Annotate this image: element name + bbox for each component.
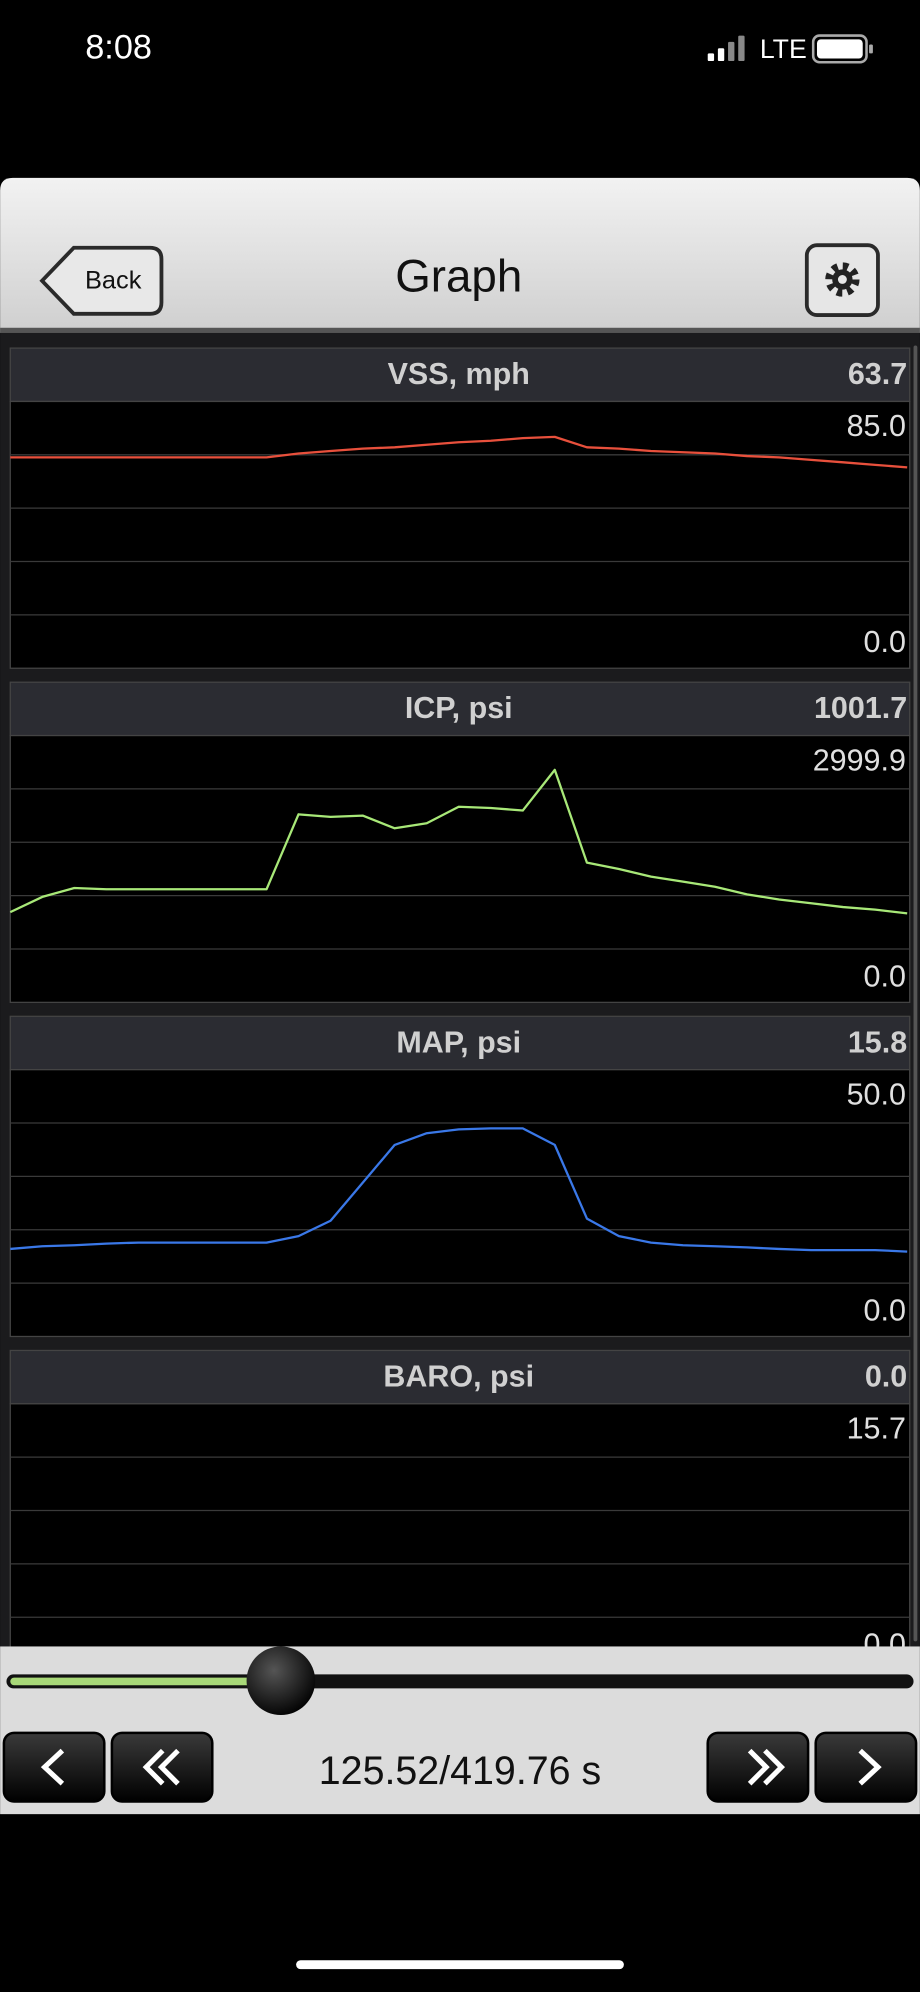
graph-plot — [9, 400, 911, 669]
y-tick-label: 0.0 — [864, 1293, 906, 1327]
graph-header — [9, 1349, 911, 1405]
battery-icon — [811, 34, 873, 64]
data-line — [9, 768, 908, 915]
fast-forward-button[interactable] — [706, 1731, 810, 1803]
signal-icon — [707, 35, 745, 61]
network-label: LTE — [760, 34, 807, 64]
scroll-indicator — [913, 345, 918, 1642]
clock: 8:08 — [85, 29, 152, 67]
data-line — [10, 435, 908, 469]
data-line — [10, 1127, 908, 1253]
y-tick-label: 0.0 — [864, 1627, 906, 1661]
step-forward-button[interactable] — [814, 1731, 918, 1803]
graph-current-value: 63.7 — [848, 357, 907, 391]
graph-header — [9, 347, 911, 403]
graph-header — [9, 1015, 911, 1071]
step-back-button[interactable] — [2, 1731, 106, 1803]
graph-plot — [9, 1069, 911, 1338]
graph-plot — [9, 1403, 911, 1647]
graph-current-value: 0.0 — [865, 1359, 907, 1393]
graph-title: BARO, psi — [383, 1359, 534, 1393]
graph-title: MAP, psi — [396, 1025, 521, 1059]
graph-header — [9, 681, 911, 737]
nav-bar — [0, 177, 920, 333]
graph-current-value: 1001.7 — [814, 691, 907, 725]
back-label[interactable]: Back — [85, 267, 142, 295]
y-tick-label: 2999.9 — [813, 743, 906, 777]
y-tick-label: 0.0 — [864, 625, 906, 659]
y-tick-label: 0.0 — [864, 959, 906, 993]
settings-button[interactable] — [804, 243, 880, 317]
y-tick-label: 15.7 — [847, 1412, 906, 1446]
graph-list-content: VSS, mph 63.7 0.0 85.0 ICP, psi 1001.7 0.0 2999… — [9, 347, 911, 1661]
nav-title: Graph — [395, 251, 522, 302]
fast-back-button[interactable] — [110, 1731, 214, 1803]
graph-current-value: 15.8 — [848, 1025, 907, 1059]
time-slider[interactable] — [6, 1646, 914, 1716]
graph-title: VSS, mph — [388, 357, 530, 391]
nav-divider — [0, 327, 920, 333]
time-position: 125.52/419.76 s — [319, 1749, 601, 1793]
back-button[interactable]: Back — [39, 245, 164, 316]
y-tick-label: 85.0 — [847, 409, 906, 443]
graph-title: ICP, psi — [405, 691, 513, 725]
home-indicator — [296, 1960, 624, 1970]
graph-plot — [9, 734, 911, 1003]
y-tick-label: 50.0 — [847, 1077, 906, 1111]
